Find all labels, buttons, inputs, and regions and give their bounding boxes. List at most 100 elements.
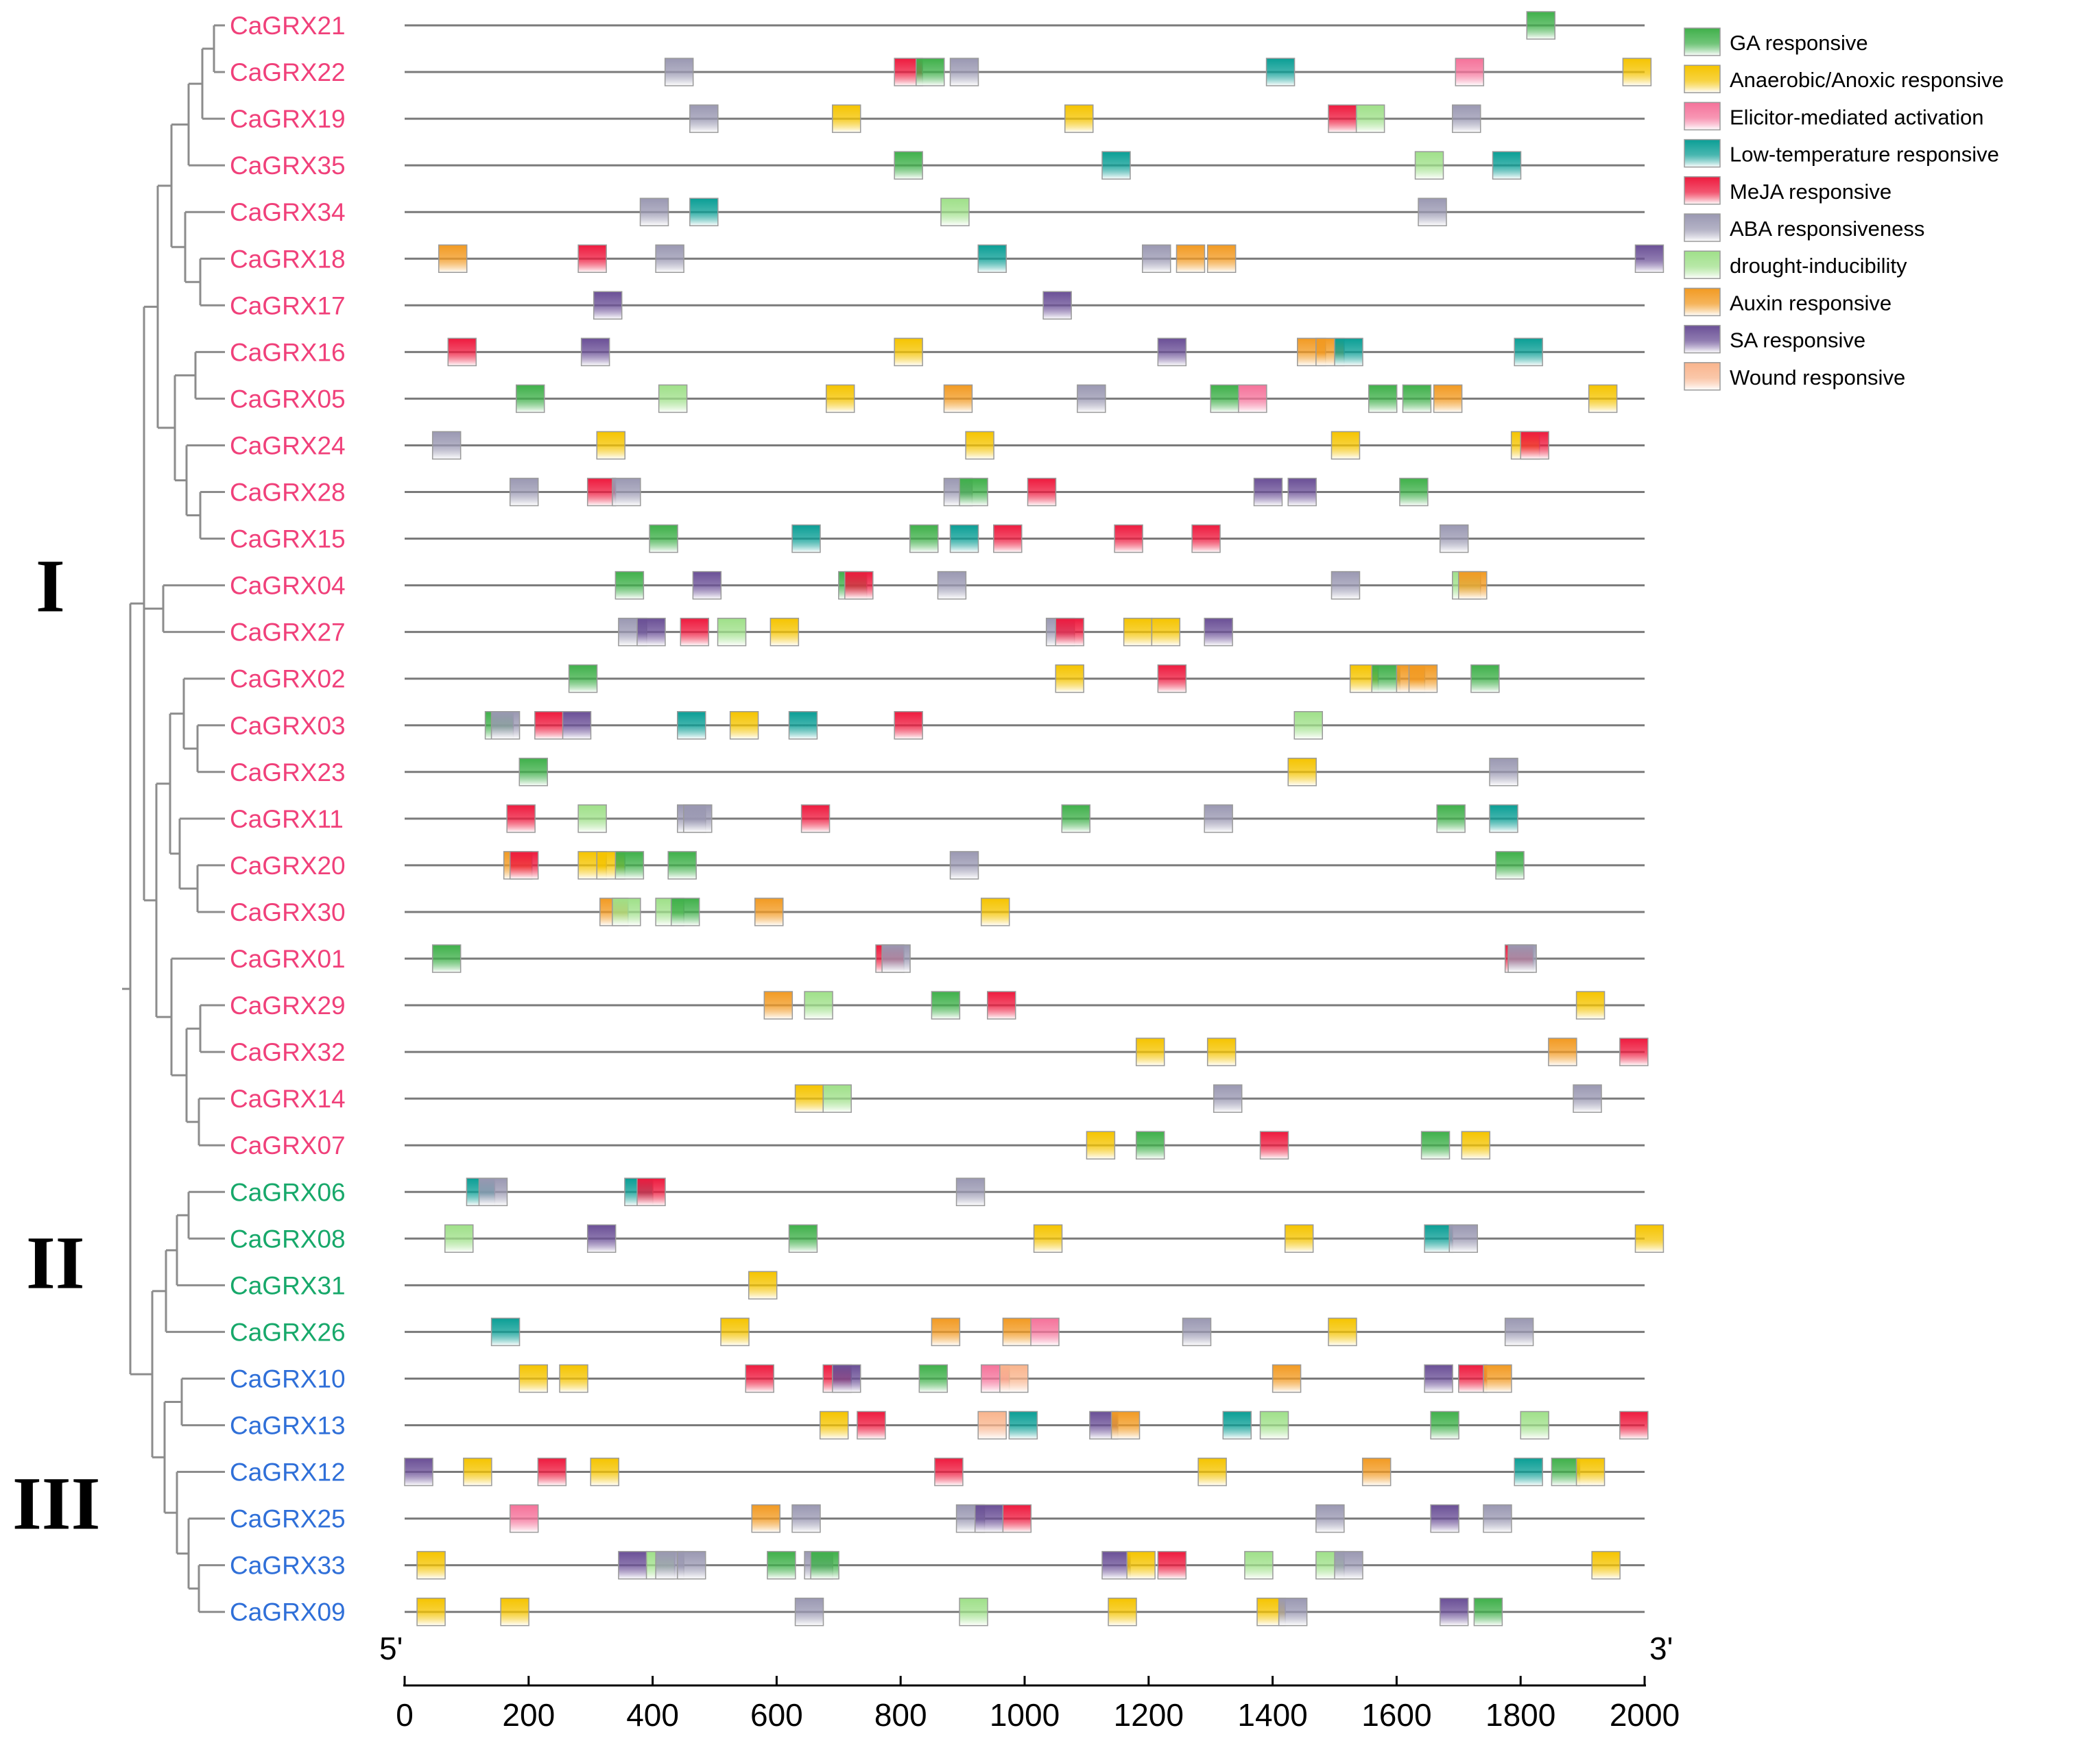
motif-box-an	[832, 104, 861, 133]
motif-box-ga	[916, 58, 945, 86]
axis-tick-label: 0	[396, 1697, 414, 1733]
motif-box-lt	[1265, 58, 1296, 86]
legend-swatch	[1684, 250, 1721, 279]
motif-box-mj	[800, 804, 831, 833]
motif-box-ga	[1368, 384, 1398, 413]
motif-box-mj	[1055, 617, 1084, 647]
axis-tick-label: 400	[626, 1697, 679, 1733]
gene-label: CaGRX19	[230, 105, 346, 133]
motif-box-ga	[670, 898, 700, 926]
gene-label: CaGRX14	[230, 1085, 346, 1113]
motif-box-au	[1408, 664, 1438, 693]
gene-row-cagrx19: CaGRX19	[230, 104, 1645, 133]
gene-row-cagrx14: CaGRX14	[230, 1084, 1645, 1113]
gene-row-cagrx05: CaGRX05	[230, 384, 1645, 413]
axis-tick-label: 1200	[1114, 1697, 1184, 1733]
motif-box-lt	[791, 524, 821, 553]
motif-box-au	[1483, 1364, 1512, 1393]
motif-box-sa	[618, 1550, 647, 1580]
gene-row-cagrx18: CaGRX18	[230, 244, 1665, 273]
motif-box-lt	[1514, 337, 1543, 367]
motif-box-au	[1272, 1364, 1302, 1393]
motif-box-an	[1206, 1037, 1237, 1066]
legend-label: Auxin responsive	[1730, 291, 1892, 315]
legend-label: ABA responsiveness	[1730, 217, 1924, 241]
motif-box-an	[416, 1597, 446, 1626]
motif-box-an	[1284, 1224, 1314, 1253]
gene-label: CaGRX27	[230, 619, 346, 647]
gene-row-cagrx26: CaGRX26	[230, 1317, 1645, 1347]
motif-box-ab	[1213, 1084, 1243, 1113]
gene-label: CaGRX11	[230, 805, 344, 833]
motif-box-dr	[1355, 104, 1385, 133]
gene-row-cagrx22: CaGRX22	[230, 58, 1652, 86]
motif-box-mj	[506, 804, 536, 833]
motif-box-el	[1030, 1317, 1060, 1347]
motif-box-mj	[844, 571, 874, 600]
legend-swatch	[1684, 213, 1721, 242]
motif-box-ab	[794, 1597, 824, 1626]
motif-box-sa	[692, 571, 722, 600]
subfamily-label-iii: III	[12, 1462, 100, 1546]
legend-item-ga: GA responsive	[1684, 27, 1868, 56]
motif-box-ab	[949, 851, 979, 880]
motif-box-el	[509, 1504, 539, 1533]
gene-row-cagrx35: CaGRX35	[230, 151, 1645, 180]
gene-label: CaGRX23	[230, 758, 346, 787]
motif-box-an	[729, 711, 759, 740]
legend-item-an: Anaerobic/Anoxic responsive	[1684, 64, 2004, 93]
motif-box-lt	[689, 197, 719, 226]
gene-row-cagrx11: CaGRX11	[230, 804, 1645, 833]
motif-box-an	[1331, 431, 1361, 460]
gene-label: CaGRX05	[230, 385, 346, 413]
gene-row-cagrx08: CaGRX08	[230, 1224, 1665, 1253]
motif-box-ab	[1439, 524, 1469, 553]
motif-box-ga	[894, 151, 923, 180]
motif-box-ab	[881, 944, 911, 973]
axis-tick-label: 1400	[1237, 1697, 1307, 1733]
motif-box-an	[596, 431, 625, 460]
subfamily-label-i: I	[36, 544, 65, 628]
motif-box-an	[1588, 384, 1618, 413]
gene-label: CaGRX35	[230, 152, 346, 180]
motif-box-an	[518, 1364, 548, 1393]
motif-box-mj	[894, 711, 923, 740]
motif-box-ga	[518, 758, 548, 787]
axis-tick-label: 1000	[990, 1697, 1060, 1733]
gene-label: CaGRX25	[230, 1505, 346, 1533]
legend-swatch	[1684, 362, 1721, 391]
gene-label: CaGRX12	[230, 1458, 346, 1487]
gene-row-cagrx13: CaGRX13	[230, 1410, 1649, 1440]
motif-box-au	[763, 991, 794, 1020]
gene-label: CaGRX10	[230, 1365, 346, 1393]
gene-row-cagrx06: CaGRX06	[230, 1177, 1645, 1206]
motif-box-ab	[1504, 1317, 1534, 1347]
motif-box-mj	[1002, 1504, 1032, 1533]
legend-item-dr: drought-inducibility	[1684, 250, 1907, 279]
motif-box-dr	[1293, 711, 1323, 740]
motif-box-lt	[1008, 1410, 1038, 1440]
motif-box-lt	[677, 711, 706, 740]
motif-box-an	[894, 337, 923, 367]
motif-box-ga	[1210, 384, 1239, 413]
motif-box-ga	[909, 524, 939, 553]
motif-box-an	[980, 898, 1010, 926]
motif-box-an	[1064, 104, 1094, 133]
motif-box-ga	[1430, 1410, 1459, 1440]
motif-box-ab	[1204, 804, 1233, 833]
motif-box-an	[1151, 617, 1181, 647]
gene-label: CaGRX29	[230, 992, 346, 1020]
axis-tick-label: 800	[874, 1697, 927, 1733]
motif-box-ga	[649, 524, 678, 553]
motif-box-au	[438, 244, 468, 273]
legend-label: SA responsive	[1730, 328, 1865, 352]
gene-row-cagrx01: CaGRX01	[230, 944, 1645, 973]
motif-box-mj	[745, 1364, 774, 1393]
legend-label: Anaerobic/Anoxic responsive	[1730, 68, 2004, 92]
motif-box-sa	[1204, 617, 1233, 647]
gene-label: CaGRX09	[230, 1598, 346, 1626]
gene-row-cagrx28: CaGRX28	[230, 477, 1645, 507]
motif-box-mj	[1619, 1037, 1649, 1066]
